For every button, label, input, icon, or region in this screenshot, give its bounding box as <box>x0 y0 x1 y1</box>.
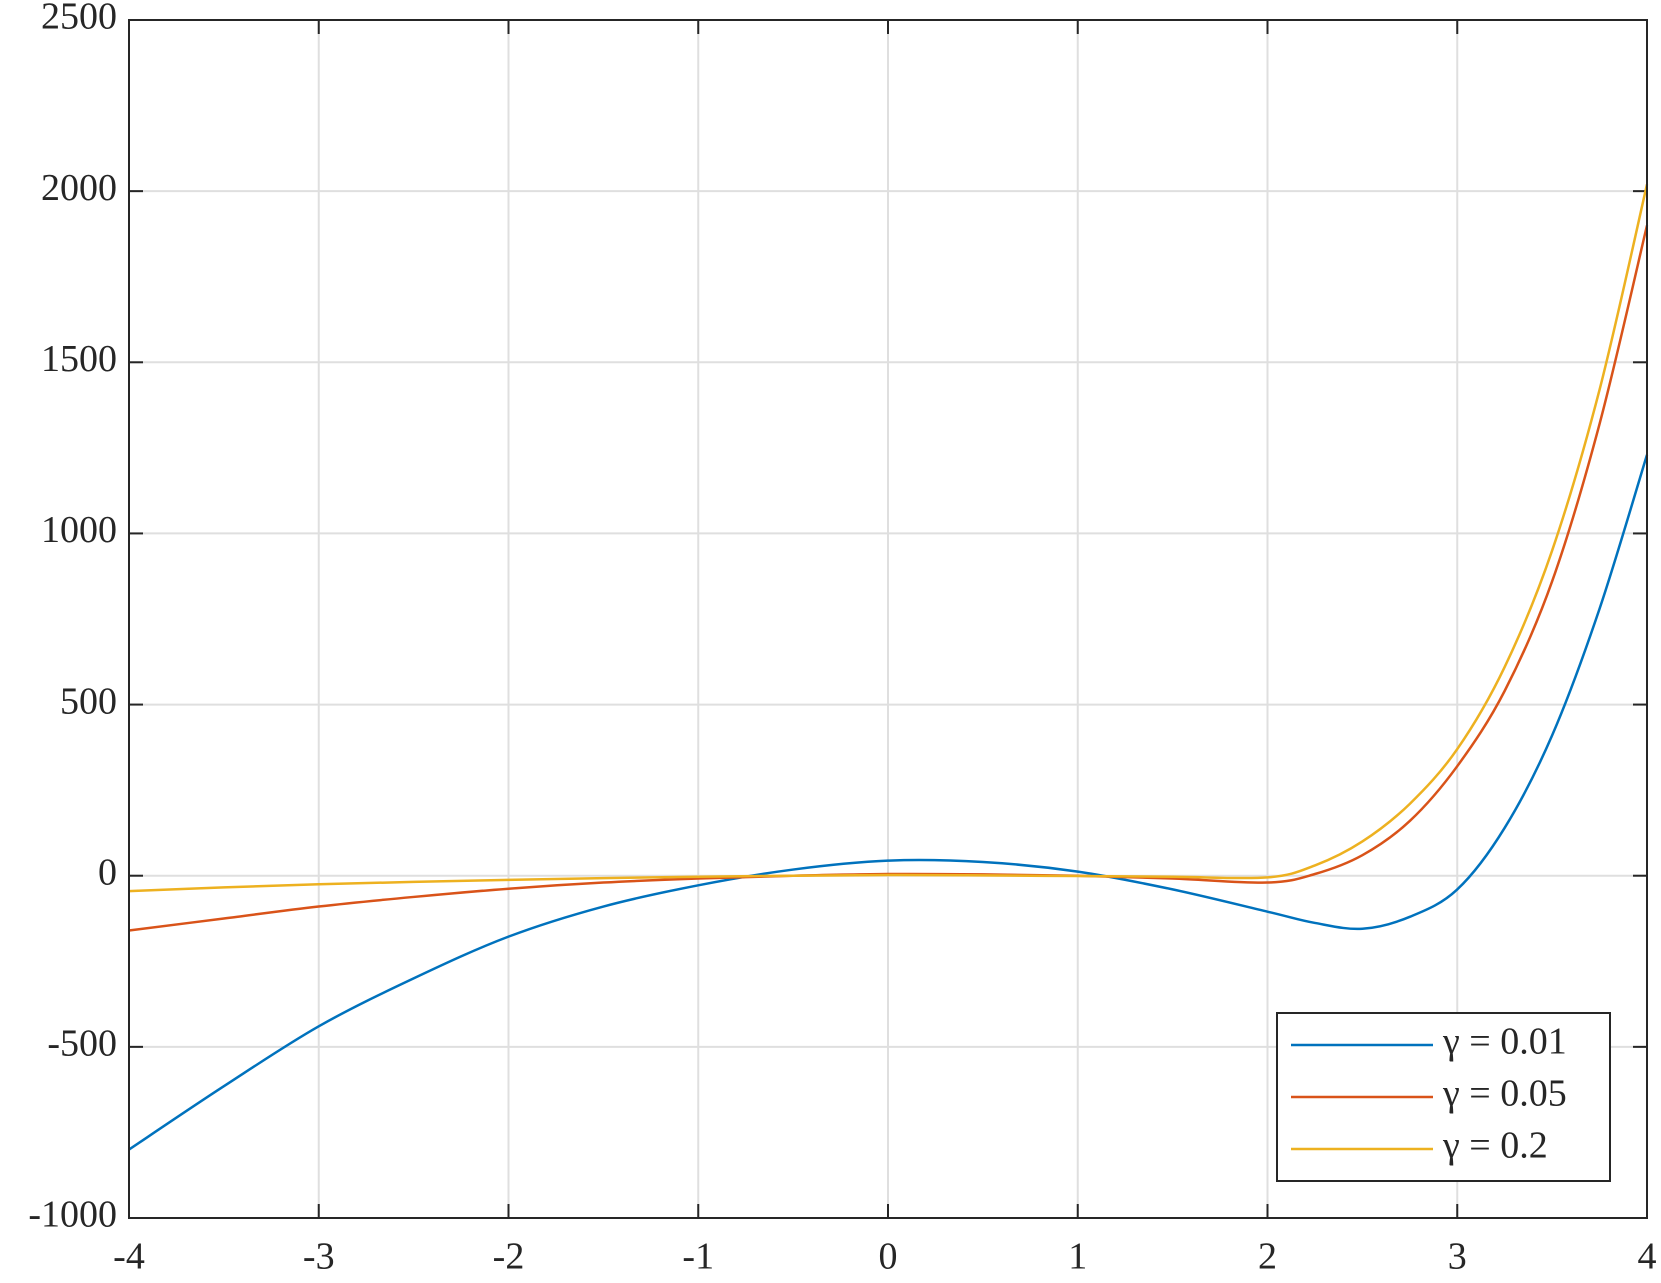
x-tick-label: 2 <box>1258 1236 1277 1278</box>
y-tick-label: 1000 <box>41 509 117 551</box>
series-line <box>128 184 1649 893</box>
legend: γ = 0.01 γ = 0.05 γ = 0.2 <box>1276 1012 1611 1182</box>
legend-label: γ = 0.2 <box>1442 1125 1548 1167</box>
y-tick-label: 0 <box>98 851 117 893</box>
y-tick-label: -1000 <box>28 1194 117 1236</box>
plot-frame <box>128 19 1648 1219</box>
x-tick-label: -4 <box>113 1236 145 1278</box>
y-tick-label: 1500 <box>41 338 117 380</box>
y-tick-label: 2500 <box>41 0 117 38</box>
y-tick-label: -500 <box>47 1023 117 1065</box>
y-tick-label: 2000 <box>41 167 117 209</box>
x-tick-label: 4 <box>1638 1236 1657 1278</box>
legend-label: γ = 0.01 <box>1442 1021 1567 1063</box>
x-tick-label: 0 <box>879 1236 898 1278</box>
y-tick-label: 500 <box>60 680 117 722</box>
x-tick-label: -2 <box>493 1236 525 1278</box>
x-tick-label: -1 <box>682 1236 714 1278</box>
x-tick-label: -3 <box>303 1236 335 1278</box>
legend-label: γ = 0.05 <box>1442 1073 1567 1115</box>
x-tick-label: 1 <box>1068 1236 1087 1278</box>
x-tick-label: 3 <box>1448 1236 1467 1278</box>
series-line <box>128 454 1649 1151</box>
